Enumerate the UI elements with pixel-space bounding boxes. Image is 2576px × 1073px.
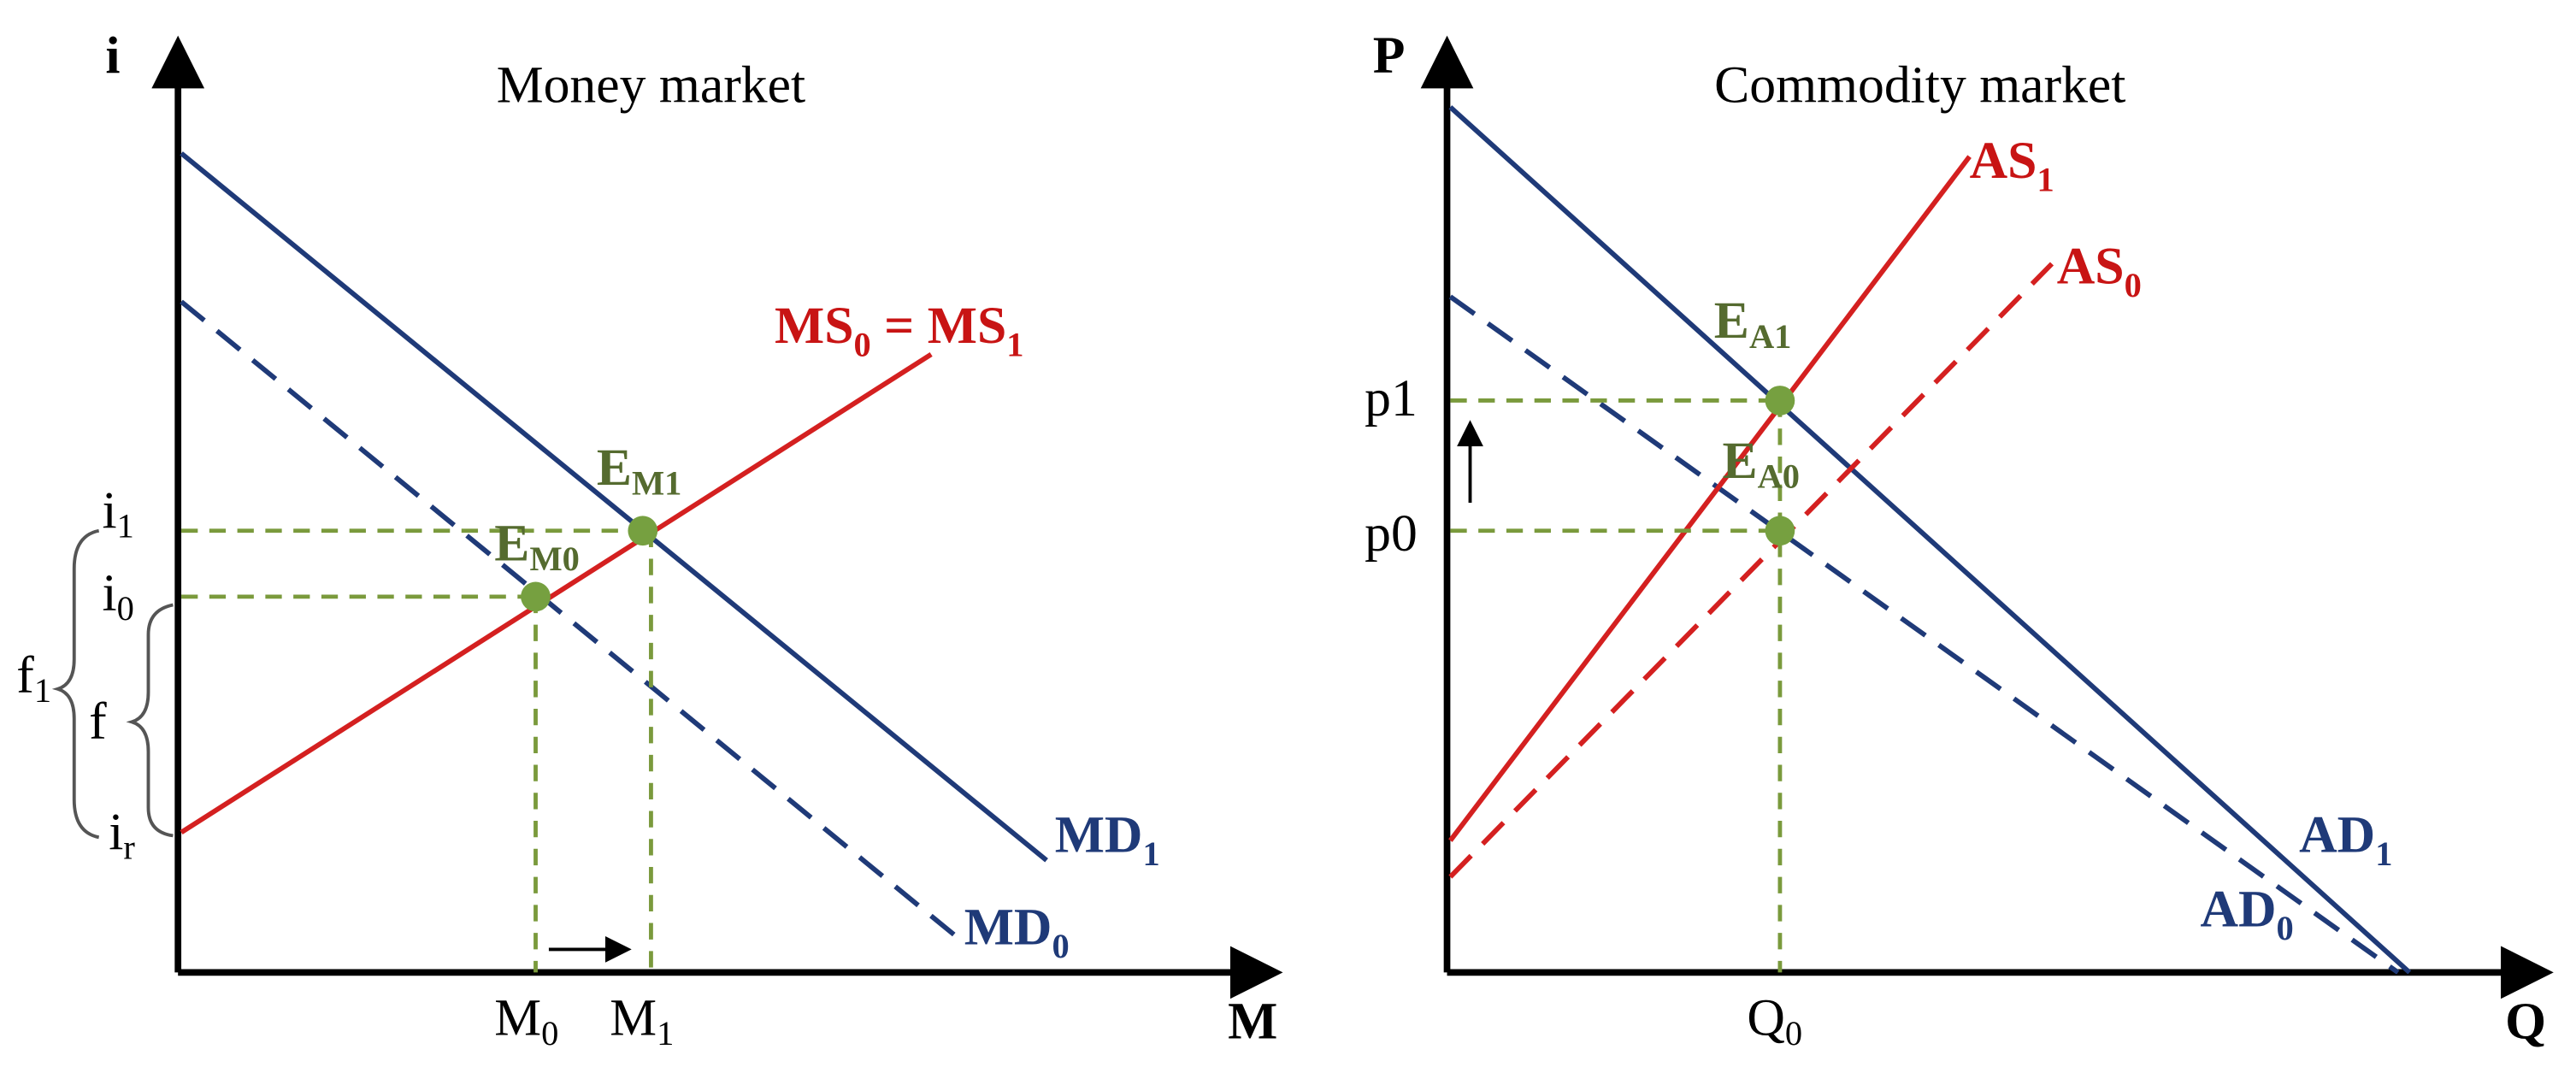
label-part: E <box>1714 292 1749 350</box>
label-part: 1 <box>2375 834 2392 873</box>
point-label: EA0 <box>1722 432 1800 496</box>
quantity-label: M0 <box>494 989 558 1053</box>
ad1-line <box>1448 105 2412 975</box>
label-part: M <box>494 989 541 1047</box>
label-part: 0 <box>2277 909 2294 947</box>
label-part: i <box>103 563 117 622</box>
equilibrium-point <box>521 581 551 612</box>
md0-line <box>180 299 958 939</box>
as0-line <box>1448 262 2054 879</box>
label-part: M1 <box>632 463 681 502</box>
title: Money market <box>497 56 805 115</box>
label-part: AS <box>2057 238 2125 296</box>
title: Commodity market <box>1714 56 2125 115</box>
label-part: 0 <box>117 589 134 628</box>
label-part: Q <box>1747 989 1785 1047</box>
label-part: i <box>103 481 117 539</box>
label-part: r <box>123 828 135 866</box>
equilibrium-point <box>1765 386 1795 416</box>
label-part: M <box>610 989 657 1047</box>
guide-lines <box>1450 398 1783 973</box>
equilibrium-point <box>628 516 658 546</box>
label-part: E <box>597 439 632 497</box>
label-part: 1 <box>657 1014 674 1052</box>
label-part: = MS <box>871 297 1007 355</box>
label-part: 1 <box>34 671 51 710</box>
label-part: MS <box>775 297 854 355</box>
curve-label: AS1 <box>1970 132 2054 198</box>
gap-label: f1 <box>16 646 51 710</box>
price-label: p1 <box>1365 369 1418 427</box>
quantity-label: Q0 <box>1747 989 1802 1053</box>
label-part: 0 <box>1052 927 1069 965</box>
curve-label: MS0 = MS1 <box>775 297 1023 363</box>
curve-label: MD1 <box>1055 806 1160 873</box>
label-part: 1 <box>1142 834 1159 873</box>
md1-line <box>180 151 1048 863</box>
axis-label: M <box>1228 992 1277 1050</box>
label-part: 0 <box>541 1014 558 1052</box>
label-part: 1 <box>2037 161 2054 199</box>
label-part: MD <box>964 899 1052 957</box>
point-label: EM0 <box>494 514 580 578</box>
label-part: 1 <box>117 506 134 545</box>
money-market: i Money market MS0 = MS1 EM1 EM0 i1 i0 i… <box>16 27 1283 1053</box>
guide-lines <box>181 528 653 973</box>
axis-label: Q <box>2505 992 2546 1050</box>
axis-label: i <box>105 27 120 85</box>
commodity-market: P Commodity market AS1 AS0 EA1 EA0 p1 p0… <box>1365 27 2554 1053</box>
label-part: M0 <box>529 539 579 578</box>
label-part: A0 <box>1758 457 1800 496</box>
quantity-label: M1 <box>610 989 674 1053</box>
label-part: 0 <box>1785 1014 1802 1052</box>
label-part: 0 <box>854 325 871 363</box>
label-part: AD <box>2200 880 2276 938</box>
label-part: 0 <box>2125 266 2142 304</box>
brace <box>126 603 174 838</box>
curve-label: AD0 <box>2200 880 2293 946</box>
curve-label: AS0 <box>2057 238 2142 304</box>
rate-label: i0 <box>103 563 134 628</box>
label-part: E <box>1722 432 1757 490</box>
as1-line <box>1448 155 1972 842</box>
equilibrium-point <box>1765 516 1795 546</box>
curve-label: AD1 <box>2299 806 2392 873</box>
label-part: MD <box>1055 806 1143 864</box>
point-label: EA1 <box>1714 292 1792 356</box>
price-label: p0 <box>1365 504 1418 563</box>
label-part: A1 <box>1749 317 1791 356</box>
ms-line <box>180 352 933 834</box>
curve-label: MD0 <box>964 899 1070 965</box>
axis-label: P <box>1373 27 1406 85</box>
label-part: E <box>494 514 529 572</box>
point-label: EM1 <box>597 439 682 503</box>
label-part: 1 <box>1006 325 1023 363</box>
label-part: AS <box>1970 132 2037 190</box>
rate-label: i1 <box>103 481 134 545</box>
label-part: AD <box>2299 806 2375 864</box>
ad0-line <box>1448 294 2400 975</box>
label-part: i <box>109 803 123 861</box>
rate-label: ir <box>109 803 135 867</box>
brace <box>51 528 100 840</box>
gap-label: f <box>89 693 107 751</box>
label-part: f <box>16 646 34 705</box>
